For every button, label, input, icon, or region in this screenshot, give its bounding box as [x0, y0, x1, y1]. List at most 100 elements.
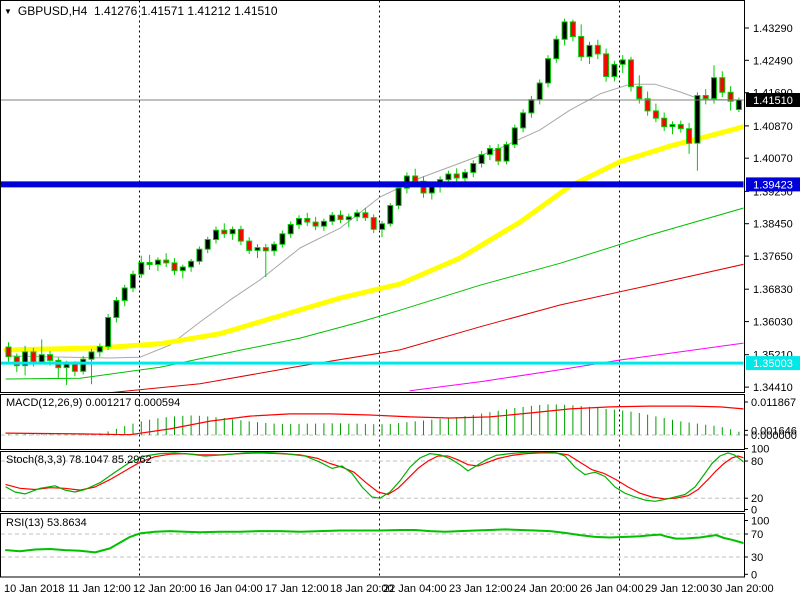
candle-body [686, 128, 693, 144]
candle-bull [188, 258, 195, 272]
candle-body [586, 44, 593, 58]
candle-body [113, 300, 120, 318]
candle-bear [727, 86, 734, 111]
candle-bull [387, 203, 394, 227]
candle-body [603, 53, 610, 78]
indicator-tick-label: 70 [751, 529, 763, 541]
candle-bull [669, 121, 676, 135]
price-tick-label: 1.43290 [753, 23, 793, 35]
candle-bear [262, 243, 269, 278]
candle-body [287, 224, 294, 235]
ma-slow-yellow [3, 124, 744, 353]
candle-bull [287, 221, 294, 238]
candle-bear [55, 357, 62, 379]
candle-body [553, 38, 560, 60]
candle-bear [5, 342, 12, 362]
candle-body [453, 173, 460, 179]
candle-body [196, 248, 203, 262]
candle-bull [619, 55, 626, 73]
candle-body [204, 239, 211, 250]
candle-body [221, 229, 228, 235]
stoch-panel-group [1, 452, 744, 511]
candle-bear [304, 212, 311, 227]
candle-body [296, 218, 302, 226]
candle-bear [163, 253, 170, 267]
indicator-tick-label: 100 [751, 516, 769, 528]
candle-body [262, 247, 269, 252]
candle-body [246, 240, 253, 251]
dropdown-arrow-icon[interactable]: ▼ [4, 7, 12, 16]
candle-body [379, 223, 385, 230]
rsi-line [5, 528, 744, 554]
indicator-tick-label: 0.001646 [751, 425, 797, 437]
candle-bull [511, 124, 518, 149]
candle-body [652, 110, 659, 119]
price-tick-label: 1.42490 [753, 55, 793, 67]
candle-body [179, 266, 186, 272]
time-axis-label: 30 Jan 20:00 [710, 583, 774, 595]
time-axis-label: 10 Jan 2018 [4, 583, 65, 595]
candle-body [387, 205, 394, 225]
candle-bull [528, 95, 535, 118]
candle-body [462, 171, 468, 179]
candle-body [520, 112, 527, 129]
candle-body [38, 354, 45, 363]
time-axis-label: 17 Jan 12:00 [265, 583, 329, 595]
candle-body [412, 175, 419, 182]
rsi-panel-group [1, 514, 744, 577]
candle-bear [702, 89, 709, 105]
candle-body [428, 186, 435, 194]
candle-bull [296, 215, 302, 229]
candle-body [96, 346, 103, 353]
price-tag-box [746, 93, 800, 107]
candle-bull [503, 141, 510, 165]
candle-body [694, 95, 701, 144]
candle-bear [686, 123, 693, 154]
candle-bull [130, 270, 136, 293]
candle-body [470, 163, 477, 173]
candle-bull [586, 41, 593, 64]
candle-body [395, 187, 402, 207]
ohlc-high: 1.41571 [140, 4, 185, 18]
time-axis-label: 24 Jan 20:00 [514, 583, 578, 595]
price-tick-label: 1.40870 [753, 121, 793, 133]
candle-body [495, 148, 502, 162]
candle-bull [213, 226, 219, 244]
candle-body [628, 59, 634, 88]
candle-body [478, 154, 485, 165]
candle-bull [105, 313, 112, 350]
indicator-tick-label: 0 [751, 569, 757, 581]
candle-body [536, 82, 543, 101]
candle-bull [395, 184, 402, 210]
candle-bull [478, 150, 485, 168]
candle-body [561, 21, 568, 40]
candle-body [47, 354, 53, 361]
candle-body [337, 214, 344, 221]
candle-body [545, 58, 551, 84]
candle-body [486, 148, 493, 156]
candle-bull [694, 92, 701, 171]
ohlc-low: 1.41212 [187, 4, 231, 18]
candle-body [511, 127, 518, 146]
candle-bull [138, 255, 145, 278]
candle-bear [495, 144, 502, 166]
macd-indicator-label: MACD(12,26,9) 0.001217 0.000594 [6, 397, 181, 409]
candle-body [237, 228, 244, 242]
candle-body [71, 363, 78, 372]
candle-bull [229, 226, 236, 240]
candle-bull [379, 220, 385, 238]
candle-bear [578, 24, 585, 61]
candle-bear [221, 223, 228, 238]
candle-bull [179, 264, 186, 279]
candle-body [619, 59, 626, 65]
candle-bull [154, 257, 161, 271]
price-tag-label: 1.39423 [753, 179, 793, 191]
candle-body [105, 317, 112, 348]
time-axis-label: 16 Jan 04:00 [199, 583, 263, 595]
candle-bear [644, 91, 651, 116]
candle-bull [204, 236, 211, 254]
candle-body [445, 173, 452, 181]
candle-body [138, 262, 145, 275]
stoch-main-line [5, 452, 744, 502]
